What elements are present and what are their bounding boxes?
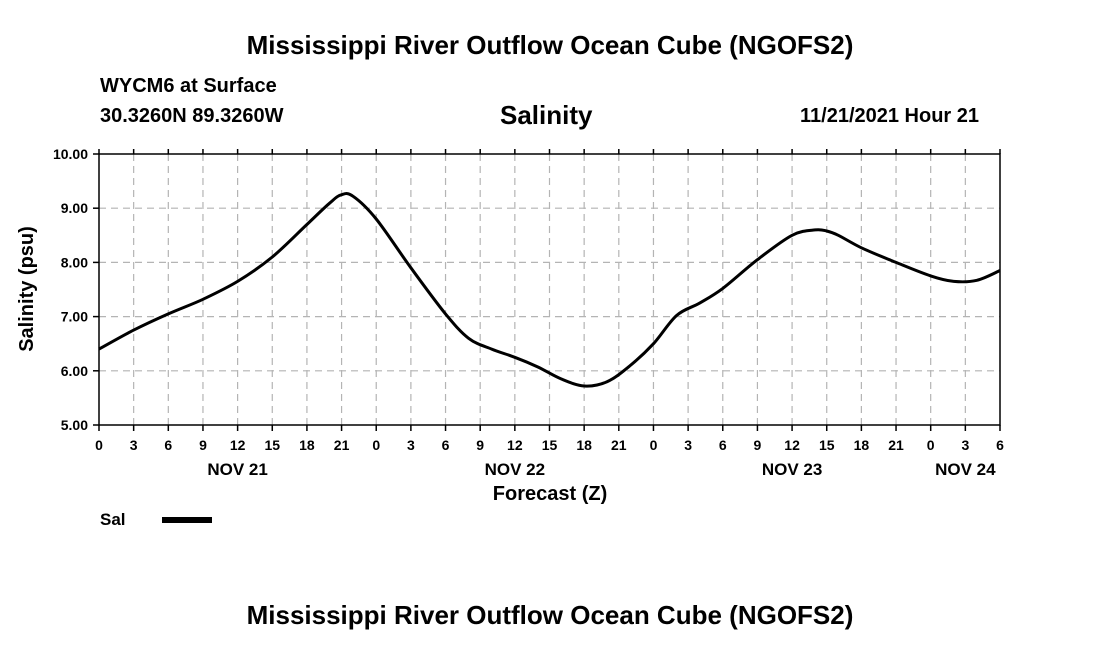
day-label: NOV 21 [207, 460, 267, 479]
salinity-chart: 5.00 6.00 7.00 8.00 9.00 10.00 0 3 6 9 12 15 18 21 0 3… [16, 146, 1004, 505]
legend-label: Sal [100, 510, 126, 529]
y-tick-label: 6.00 [61, 363, 88, 379]
x-tick-label: 18 [576, 437, 592, 453]
x-tick-label: 12 [507, 437, 523, 453]
x-tick-label: 15 [819, 437, 835, 453]
x-tick-label: 6 [996, 437, 1004, 453]
x-tick-label: 12 [784, 437, 800, 453]
x-tick-label: 3 [961, 437, 969, 453]
y-tick-label: 8.00 [61, 254, 88, 270]
x-tick-label: 9 [199, 437, 207, 453]
day-label: NOV 22 [485, 460, 545, 479]
y-tick-label: 7.00 [61, 309, 88, 325]
x-tick-label: 15 [264, 437, 280, 453]
day-labels: NOV 21 NOV 22 NOV 23 NOV 24 [207, 460, 996, 479]
x-tick-label: 21 [611, 437, 627, 453]
y-tick-label: 5.00 [61, 417, 88, 433]
x-tick-label: 18 [854, 437, 870, 453]
chart-title: Salinity [500, 100, 593, 130]
y-tick-label: 10.00 [53, 146, 88, 162]
chart-grid [99, 153, 1000, 425]
x-tick-label: 12 [230, 437, 246, 453]
x-axis-title: Forecast (Z) [493, 483, 607, 505]
day-label: NOV 23 [762, 460, 822, 479]
x-tick-label: 3 [130, 437, 138, 453]
y-tick-label: 9.00 [61, 200, 88, 216]
day-label: NOV 24 [935, 460, 996, 479]
x-tick-label: 9 [754, 437, 762, 453]
legend-line-swatch [162, 517, 212, 523]
page-title-top: Mississippi River Outflow Ocean Cube (NG… [246, 30, 854, 60]
x-tick-label: 0 [650, 437, 658, 453]
y-axis-title: Salinity (psu) [16, 226, 38, 352]
forecast-timestamp: 11/21/2021 Hour 21 [800, 105, 980, 127]
x-tick-label: 15 [542, 437, 558, 453]
x-tick-label: 3 [684, 437, 692, 453]
y-axis: 5.00 6.00 7.00 8.00 9.00 10.00 [53, 146, 99, 433]
x-tick-label: 0 [927, 437, 935, 453]
x-tick-label: 21 [334, 437, 350, 453]
x-tick-label: 21 [888, 437, 904, 453]
x-tick-label: 9 [476, 437, 484, 453]
station-coordinates: 30.3260N 89.3260W [100, 105, 284, 127]
x-tick-label: 6 [719, 437, 727, 453]
x-tick-label: 6 [164, 437, 172, 453]
x-tick-label: 18 [299, 437, 315, 453]
page-title-bottom: Mississippi River Outflow Ocean Cube (NG… [246, 600, 854, 630]
x-tick-label: 0 [372, 437, 380, 453]
x-tick-label: 0 [95, 437, 103, 453]
x-tick-label: 6 [442, 437, 450, 453]
salinity-series-line [98, 192, 1001, 388]
station-label: WYCM6 at Surface [100, 75, 277, 97]
x-tick-label: 3 [407, 437, 415, 453]
x-axis: 0 3 6 9 12 15 18 21 0 3 6 9 12 15 18 21 0 3 6 9 12 15 18 21 0 3 6 [95, 149, 1004, 453]
